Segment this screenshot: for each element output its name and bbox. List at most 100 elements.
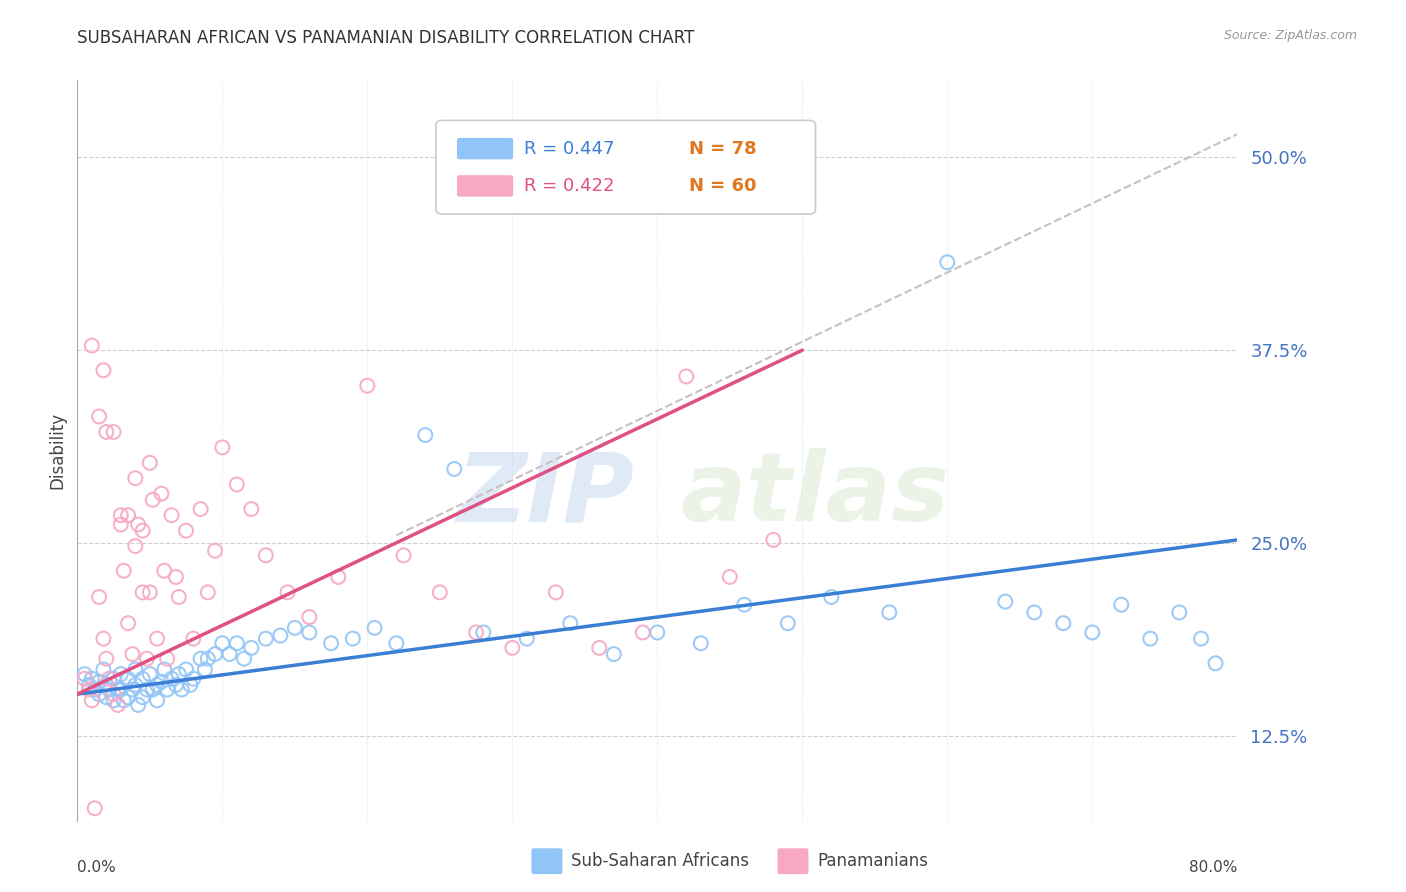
Point	[107, 682, 129, 697]
Point	[139, 585, 162, 599]
Point	[225, 636, 247, 650]
Point	[167, 667, 190, 681]
Point	[603, 647, 626, 661]
Point	[936, 255, 959, 269]
Point	[1139, 632, 1161, 646]
Point	[1205, 657, 1227, 671]
Point	[103, 687, 125, 701]
Point	[174, 663, 197, 677]
Point	[1168, 606, 1191, 620]
Point	[647, 625, 669, 640]
Point	[204, 543, 226, 558]
Text: Sub-Saharan Africans: Sub-Saharan Africans	[571, 852, 749, 871]
Point	[96, 651, 118, 665]
Text: R = 0.422: R = 0.422	[524, 177, 614, 194]
Point	[298, 625, 321, 640]
Point	[112, 564, 135, 578]
Point	[87, 590, 110, 604]
Point	[429, 585, 451, 599]
Point	[1052, 616, 1074, 631]
Point	[820, 590, 842, 604]
Point	[254, 549, 277, 563]
Point	[675, 369, 697, 384]
Point	[156, 682, 179, 697]
Point	[472, 625, 495, 640]
Point	[150, 486, 173, 500]
Point	[501, 640, 523, 655]
Y-axis label: Disability: Disability	[48, 412, 66, 489]
Point	[465, 625, 488, 640]
Point	[146, 693, 169, 707]
Point	[142, 492, 165, 507]
Point	[117, 690, 139, 705]
Point	[733, 598, 755, 612]
Point	[136, 682, 159, 697]
Point	[107, 698, 129, 712]
Point	[254, 632, 277, 646]
Point	[762, 533, 785, 547]
Point	[93, 632, 115, 646]
Point	[117, 616, 139, 631]
Point	[1189, 632, 1212, 646]
Point	[277, 585, 299, 599]
Point	[73, 667, 96, 681]
Text: Panamanians: Panamanians	[817, 852, 928, 871]
Point	[87, 687, 110, 701]
Point	[103, 693, 125, 707]
Point	[718, 570, 741, 584]
Point	[121, 682, 143, 697]
Point	[83, 801, 105, 815]
Point	[136, 651, 159, 665]
Point	[183, 632, 205, 646]
Point	[190, 502, 212, 516]
Point	[96, 690, 118, 705]
Point	[131, 524, 153, 538]
Point	[165, 678, 187, 692]
Point	[110, 517, 132, 532]
Text: N = 78: N = 78	[689, 140, 756, 158]
Point	[80, 672, 103, 686]
Point	[560, 616, 582, 631]
Point	[112, 693, 135, 707]
Point	[165, 570, 187, 584]
Point	[516, 632, 538, 646]
Point	[197, 585, 219, 599]
Point	[190, 651, 212, 665]
Point	[139, 667, 162, 681]
Point	[124, 678, 146, 692]
Point	[73, 672, 96, 686]
Point	[211, 441, 233, 455]
Point	[631, 625, 654, 640]
Point	[139, 456, 162, 470]
Point	[156, 651, 179, 665]
Point	[392, 549, 415, 563]
Point	[443, 462, 465, 476]
Point	[80, 338, 103, 352]
Point	[204, 647, 226, 661]
Point	[225, 477, 247, 491]
Point	[385, 636, 408, 650]
Point	[93, 363, 115, 377]
Point	[298, 610, 321, 624]
Point	[77, 682, 100, 697]
Point	[150, 674, 173, 689]
Point	[776, 616, 799, 631]
Point	[110, 508, 132, 523]
Point	[153, 564, 176, 578]
Point	[356, 378, 378, 392]
Point	[284, 621, 307, 635]
Point	[131, 585, 153, 599]
Text: Source: ZipAtlas.com: Source: ZipAtlas.com	[1223, 29, 1357, 42]
Point	[110, 667, 132, 681]
Point	[124, 539, 146, 553]
Point	[877, 606, 901, 620]
Text: 0.0%: 0.0%	[77, 860, 117, 874]
Text: 80.0%: 80.0%	[1189, 860, 1237, 874]
Point	[93, 663, 115, 677]
Point	[413, 428, 436, 442]
Point	[83, 682, 105, 697]
Point	[98, 672, 121, 686]
Point	[179, 678, 201, 692]
Point	[1111, 598, 1133, 612]
Text: SUBSAHARAN AFRICAN VS PANAMANIAN DISABILITY CORRELATION CHART: SUBSAHARAN AFRICAN VS PANAMANIAN DISABIL…	[77, 29, 695, 46]
